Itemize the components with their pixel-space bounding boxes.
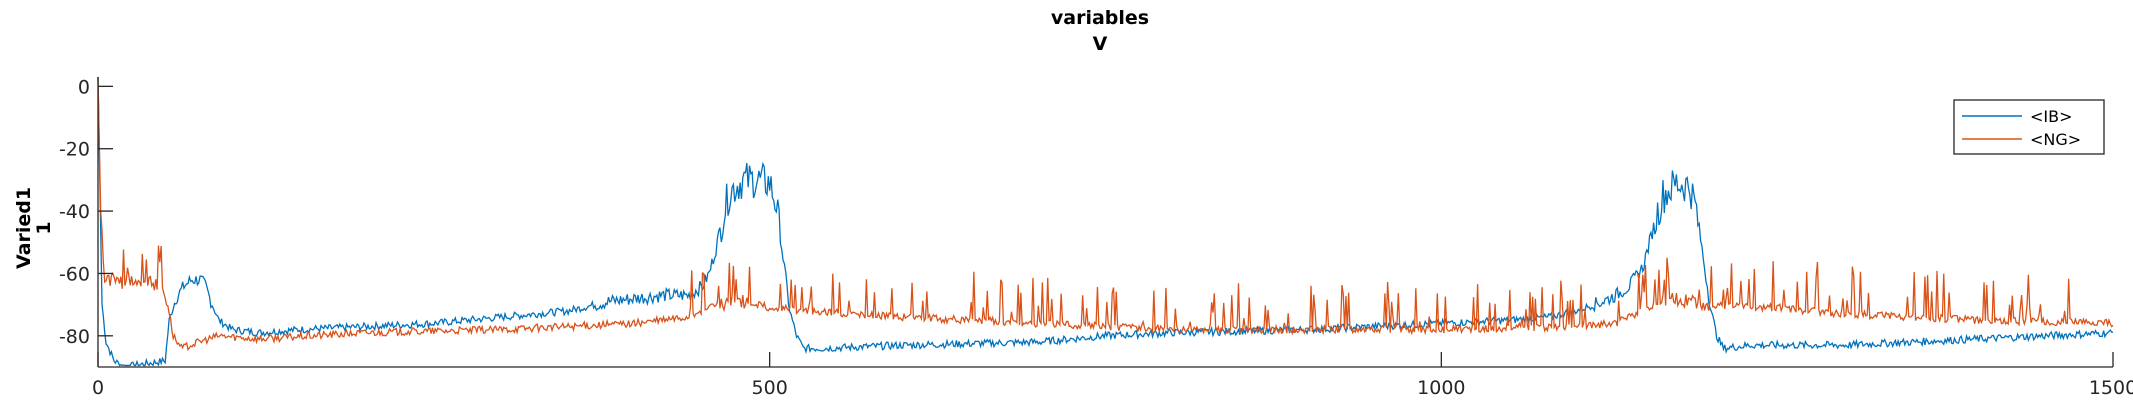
y-tick-label: -80: [59, 326, 90, 348]
y-axis-label-line2: 1: [33, 221, 55, 234]
y-tick-label: -20: [59, 139, 90, 161]
series-layer: [97, 76, 2114, 367]
legend-label-ng: <NG>: [2030, 130, 2081, 149]
x-tick-label: 1500: [2089, 377, 2133, 399]
chart-subtitle: V: [1093, 33, 1108, 55]
y-axis-label: Varied1: [13, 187, 35, 269]
legend-box: [1953, 99, 2105, 155]
legend: <IB> <NG>: [1953, 99, 2105, 155]
y-tick-label: -60: [59, 263, 90, 285]
y-tick-label: 0: [78, 76, 90, 98]
series-line-1: [97, 76, 2114, 352]
chart-title: variables: [1051, 7, 1149, 29]
legend-label-ib: <IB>: [2030, 107, 2073, 126]
x-tick-label: 0: [92, 377, 104, 399]
axes: 0 500 1000 1500 0 -20 -40 -60 -80: [59, 76, 2133, 399]
y-tick-label: -40: [59, 201, 90, 223]
series-line-0: [97, 76, 2114, 367]
x-tick-label: 500: [752, 377, 788, 399]
x-tick-label: 1000: [1417, 377, 1465, 399]
